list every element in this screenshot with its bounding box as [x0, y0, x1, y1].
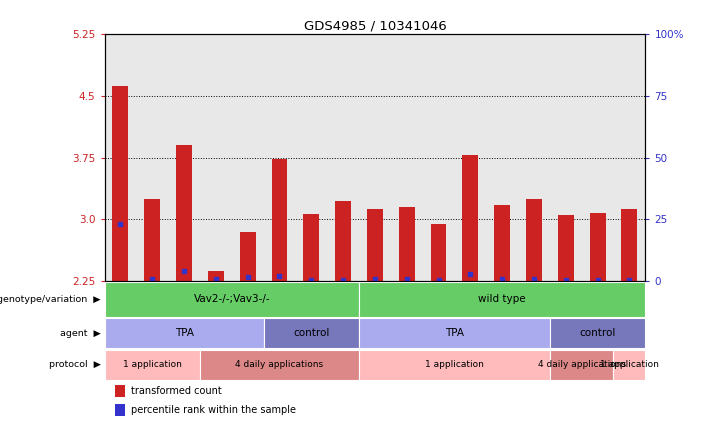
Bar: [526, 199, 542, 281]
Bar: [200, 349, 359, 380]
Text: 1 application: 1 application: [600, 360, 659, 369]
Bar: [430, 224, 446, 281]
Bar: [423, 34, 454, 281]
Bar: [494, 206, 510, 281]
Text: Vav2-/-;Vav3-/-: Vav2-/-;Vav3-/-: [193, 294, 270, 304]
Bar: [208, 271, 224, 281]
Bar: [391, 34, 423, 281]
Bar: [231, 34, 264, 281]
Bar: [359, 34, 391, 281]
Bar: [296, 34, 327, 281]
Bar: [590, 213, 606, 281]
Text: 1 application: 1 application: [425, 360, 484, 369]
Text: 4 daily applications: 4 daily applications: [538, 360, 626, 369]
Bar: [335, 201, 351, 281]
Bar: [614, 34, 645, 281]
Bar: [304, 214, 319, 281]
Bar: [486, 34, 518, 281]
Bar: [550, 349, 614, 380]
Bar: [105, 318, 264, 349]
Text: wild type: wild type: [478, 294, 526, 304]
Bar: [112, 86, 128, 281]
Bar: [264, 318, 359, 349]
Text: control: control: [580, 328, 616, 338]
Bar: [367, 209, 383, 281]
Text: protocol  ▶: protocol ▶: [49, 360, 101, 369]
Bar: [144, 199, 160, 281]
Bar: [115, 385, 125, 398]
Title: GDS4985 / 10341046: GDS4985 / 10341046: [304, 20, 446, 33]
Text: control: control: [293, 328, 329, 338]
Bar: [272, 159, 288, 281]
Bar: [582, 34, 614, 281]
Bar: [105, 34, 136, 281]
Bar: [176, 145, 192, 281]
Text: agent  ▶: agent ▶: [60, 329, 101, 338]
Bar: [359, 349, 550, 380]
Text: genotype/variation  ▶: genotype/variation ▶: [0, 295, 101, 304]
Bar: [518, 34, 550, 281]
Bar: [239, 232, 256, 281]
Text: 4 daily applications: 4 daily applications: [236, 360, 324, 369]
Text: percentile rank within the sample: percentile rank within the sample: [131, 405, 296, 415]
Text: TPA: TPA: [445, 328, 464, 338]
Bar: [115, 404, 125, 417]
Bar: [264, 34, 296, 281]
Text: TPA: TPA: [174, 328, 193, 338]
Bar: [200, 34, 231, 281]
Bar: [454, 34, 486, 281]
Bar: [105, 282, 359, 316]
Text: transformed count: transformed count: [131, 386, 221, 396]
Bar: [136, 34, 168, 281]
Bar: [462, 155, 478, 281]
Bar: [399, 207, 415, 281]
Bar: [327, 34, 359, 281]
Bar: [614, 349, 645, 380]
Text: 1 application: 1 application: [123, 360, 182, 369]
Bar: [168, 34, 200, 281]
Bar: [622, 209, 637, 281]
Bar: [359, 318, 550, 349]
Bar: [359, 282, 645, 316]
Bar: [550, 318, 645, 349]
Bar: [558, 215, 574, 281]
Bar: [105, 349, 200, 380]
Bar: [550, 34, 582, 281]
